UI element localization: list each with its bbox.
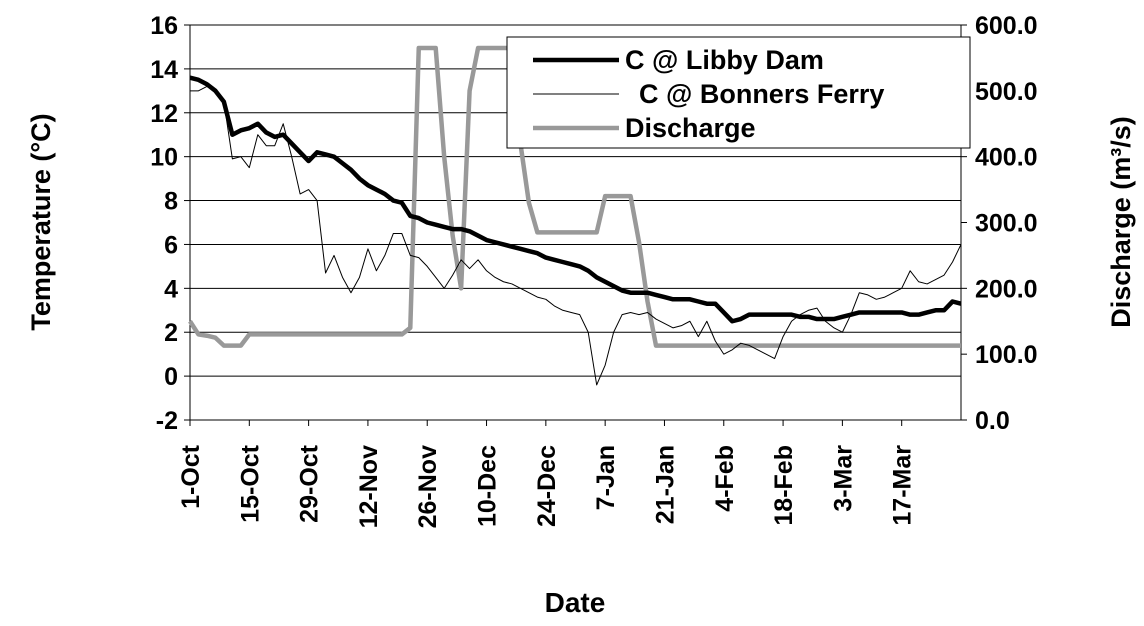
x-tick-label: 26-Nov [414, 445, 442, 528]
y-tick-label: 12 [150, 100, 178, 128]
y-tick-label: 8 [164, 188, 178, 216]
y-tick-label: 4 [164, 275, 178, 303]
x-axis-title: Date [545, 587, 606, 618]
series-line [188, 45, 961, 348]
x-tick-label: 12-Nov [355, 445, 383, 528]
x-tick-label: 10-Dec [474, 445, 502, 527]
y2-axis-title: Discharge (m³/s) [1106, 116, 1136, 328]
series-line [189, 75, 962, 324]
y-tick-label: 2 [164, 319, 178, 347]
y2-tick-label: 0.0 [975, 407, 1010, 435]
y-tick-label: 6 [164, 231, 178, 259]
x-tick-label: 18-Feb [770, 445, 798, 526]
x-tick-label: 17-Mar [889, 445, 917, 526]
x-tick-label: 29-Oct [296, 444, 324, 522]
y-tick-label: 16 [150, 12, 178, 40]
x-tick-label: 21-Jan [651, 445, 679, 524]
y-axis-title: Temperature (°C) [26, 113, 56, 330]
x-tick-label: 3-Mar [829, 445, 857, 512]
y-tick-label: -2 [156, 407, 178, 435]
x-tick-label: 15-Oct [236, 444, 264, 522]
x-tick-label: 4-Feb [711, 445, 739, 512]
y-tick-label: 14 [150, 56, 178, 84]
series-line [190, 85, 962, 386]
legend-label: C @ Libby Dam [625, 45, 824, 75]
y-tick-label: 0 [164, 363, 178, 391]
x-tick-label: 24-Dec [533, 445, 561, 527]
y2-tick-label: 200.0 [975, 275, 1038, 303]
legend-label: Discharge [625, 113, 756, 143]
y2-tick-label: 100.0 [975, 341, 1038, 369]
y2-tick-label: 500.0 [975, 78, 1038, 106]
x-tick-label: 1-Oct [177, 444, 205, 509]
y2-tick-label: 300.0 [975, 210, 1038, 238]
y2-tick-label: 600.0 [975, 12, 1038, 40]
y-tick-label: 10 [150, 144, 178, 172]
x-tick-label: 7-Jan [592, 445, 620, 510]
legend-label: C @ Bonners Ferry [639, 79, 884, 109]
y2-tick-label: 400.0 [975, 144, 1038, 172]
